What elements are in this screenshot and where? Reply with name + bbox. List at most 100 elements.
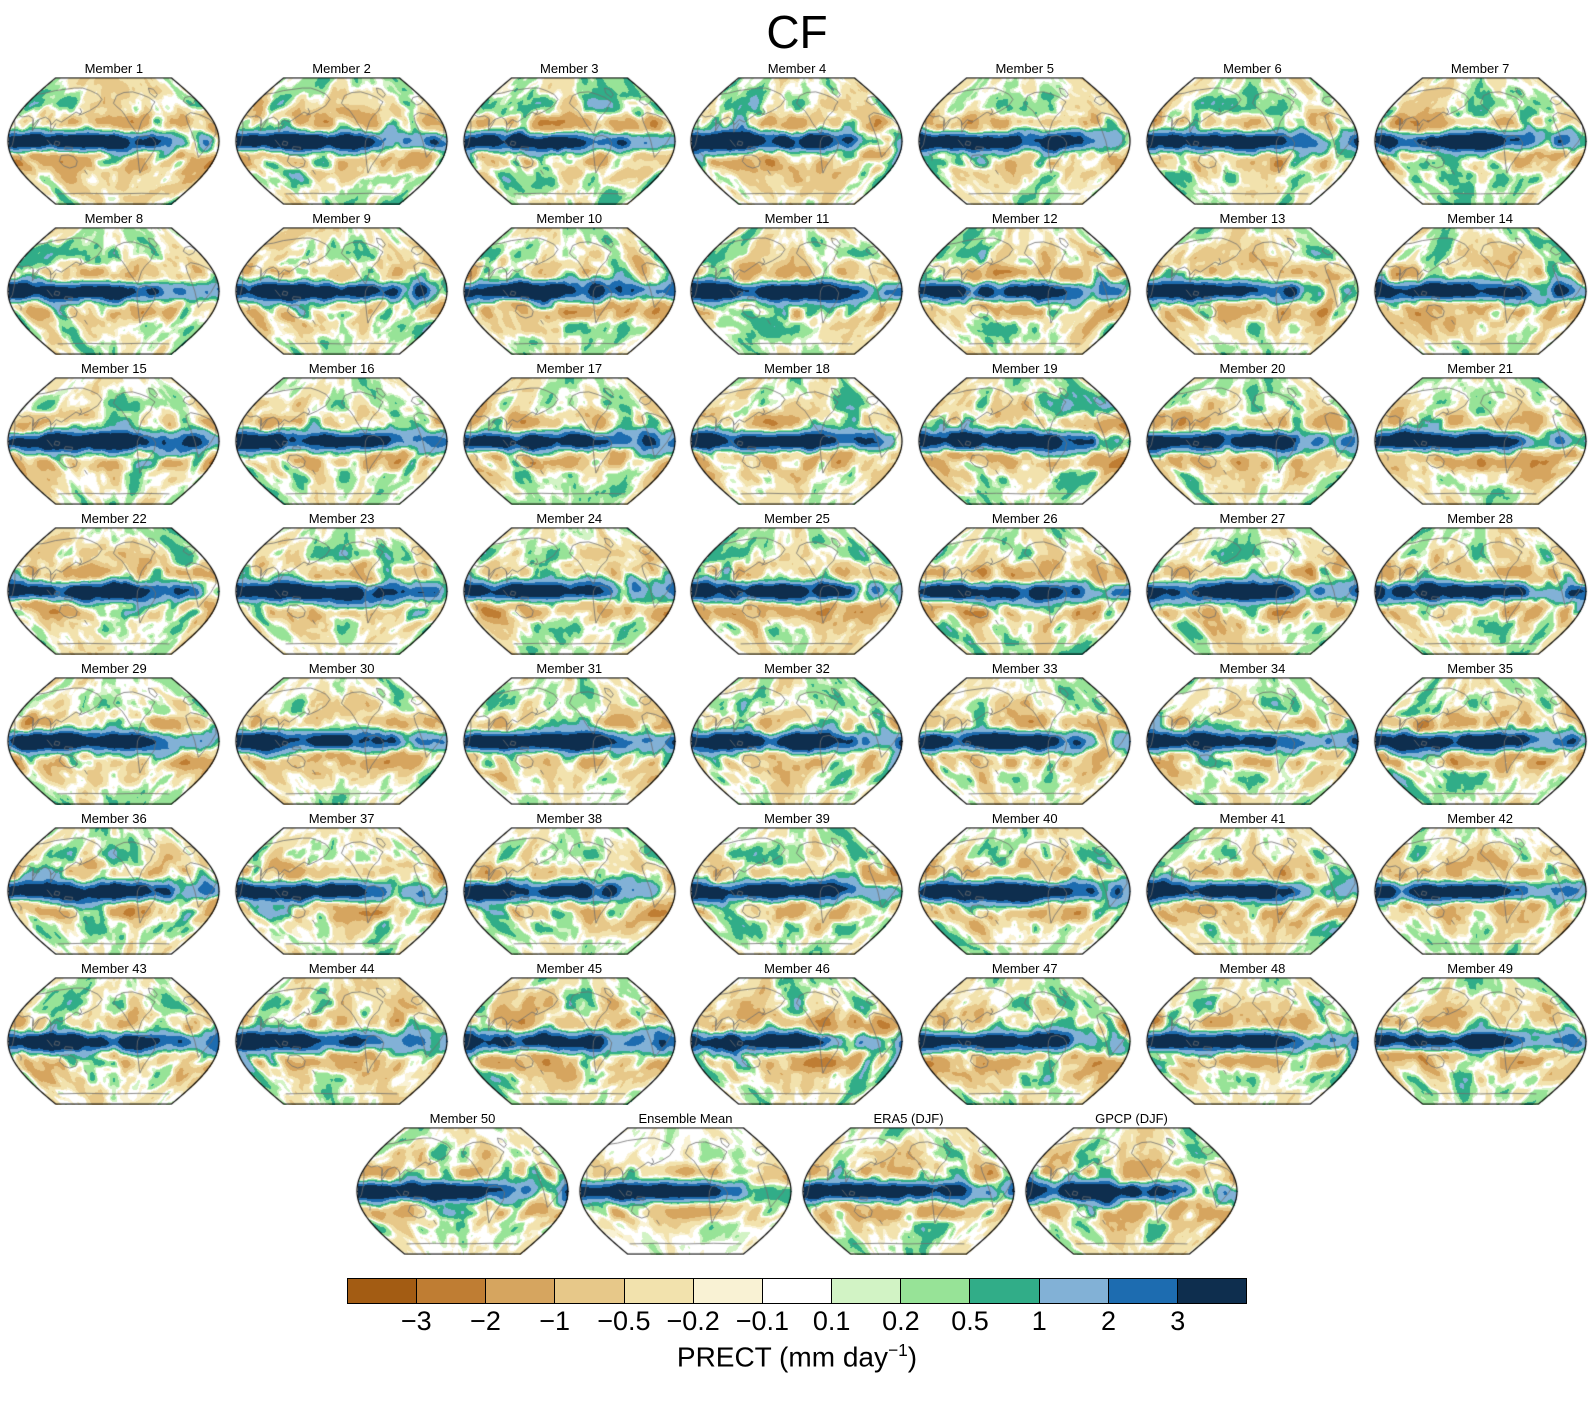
- map-canvas: [1372, 227, 1588, 355]
- map-canvas: [355, 1127, 570, 1255]
- panel-label: Member 48: [1219, 961, 1286, 976]
- colorbar-segment: [416, 1279, 486, 1303]
- map-canvas: [234, 227, 450, 355]
- panel-label: Member 50: [429, 1111, 496, 1126]
- map-panel: Member 3: [455, 60, 683, 210]
- colorbar-tick: 1: [1031, 1306, 1047, 1336]
- map-canvas: [1372, 377, 1588, 505]
- map-panel: Member 23: [228, 510, 456, 660]
- bottom-row: Member 50 Ensemble Mean ERA5 (DJF) GPCP (DJ…: [0, 1110, 1594, 1260]
- panel-label: Member 45: [536, 961, 603, 976]
- colorbar-tick: −1: [539, 1306, 571, 1336]
- map-canvas: [917, 77, 1133, 205]
- map-canvas: [1144, 527, 1360, 655]
- panel-label: Member 19: [991, 361, 1058, 376]
- map-panel: Member 40: [911, 810, 1139, 960]
- map-canvas: [917, 977, 1133, 1105]
- colorbar-segment: [969, 1279, 1039, 1303]
- map-canvas: [917, 527, 1133, 655]
- map-panel: Member 48: [1139, 960, 1367, 1110]
- map-canvas: [234, 527, 450, 655]
- panel-label: Member 7: [1450, 61, 1510, 76]
- colorbar-segment: [1107, 1279, 1177, 1303]
- panel-label: Member 16: [308, 361, 375, 376]
- map-panel: Member 47: [911, 960, 1139, 1110]
- map-panel: Member 21: [1366, 360, 1594, 510]
- map-canvas: [461, 827, 677, 955]
- map-panel: Member 28: [1366, 510, 1594, 660]
- colorbar-tick: 3: [1170, 1306, 1186, 1336]
- map-panel: Member 19: [911, 360, 1139, 510]
- panel-label: Member 37: [308, 811, 375, 826]
- colorbar-tick: −0.2: [666, 1306, 720, 1336]
- colorbar-bar: [347, 1278, 1247, 1304]
- panel-label: Member 43: [80, 961, 147, 976]
- colorbar-tick: 0.1: [812, 1306, 851, 1336]
- panel-label: Member 29: [80, 661, 147, 676]
- map-canvas: [1144, 77, 1360, 205]
- map-canvas: [578, 1127, 793, 1255]
- panel-label: Member 5: [995, 61, 1054, 76]
- panel-label: Member 33: [991, 661, 1058, 676]
- colorbar-tick: −0.5: [597, 1306, 651, 1336]
- map-panel: Member 14: [1366, 210, 1594, 360]
- map-panel: Member 45: [455, 960, 683, 1110]
- map-canvas: [1144, 227, 1360, 355]
- map-canvas: [689, 977, 905, 1105]
- map-canvas: [917, 227, 1133, 355]
- panel-label: Member 41: [1219, 811, 1286, 826]
- map-canvas: [234, 977, 450, 1105]
- map-canvas: [689, 677, 905, 805]
- map-panel: Member 50: [355, 1110, 570, 1260]
- map-canvas: [1372, 827, 1588, 955]
- map-panel: Member 41: [1139, 810, 1367, 960]
- map-panel: Member 42: [1366, 810, 1594, 960]
- panel-label: Member 17: [536, 361, 603, 376]
- panel-label: Member 49: [1447, 961, 1513, 976]
- map-panel: Member 30: [228, 660, 456, 810]
- map-panel: Member 37: [228, 810, 456, 960]
- map-canvas: [1372, 527, 1588, 655]
- panel-label: Member 27: [1219, 511, 1286, 526]
- colorbar-segment: [831, 1279, 901, 1303]
- panel-label: Member 3: [540, 61, 599, 76]
- panel-label: Member 46: [764, 961, 830, 976]
- colorbar: −3 −2 −1 −0.5 −0.2 −0.1 0.1 0.2 0.5 1 2 3 PRECT (mm…: [347, 1278, 1247, 1373]
- panel-label: Member 4: [767, 61, 827, 76]
- map-panel: Member 26: [911, 510, 1139, 660]
- map-canvas: [917, 377, 1133, 505]
- map-panel: Member 25: [683, 510, 911, 660]
- panel-label: Member 42: [1447, 811, 1513, 826]
- map-panel: Member 8: [0, 210, 228, 360]
- panel-label: Member 14: [1447, 211, 1513, 226]
- colorbar-segment: [623, 1279, 693, 1303]
- panel-label: Member 26: [991, 511, 1058, 526]
- colorbar-segment: [348, 1279, 417, 1303]
- map-panel: GPCP (DJF): [1024, 1110, 1239, 1260]
- panel-label: Member 10: [536, 211, 603, 226]
- panel-label: ERA5 (DJF): [873, 1111, 944, 1126]
- map-panel: Member 35: [1366, 660, 1594, 810]
- panel-label: Member 9: [312, 211, 371, 226]
- panel-label: Member 34: [1219, 661, 1286, 676]
- map-canvas: [1144, 677, 1360, 805]
- panel-label: Member 8: [84, 211, 144, 226]
- map-panel: Member 20: [1139, 360, 1367, 510]
- map-panel: Member 16: [228, 360, 456, 510]
- map-panel: Member 49: [1366, 960, 1594, 1110]
- panel-label: Member 44: [308, 961, 375, 976]
- map-canvas: [6, 677, 222, 805]
- panel-label: GPCP (DJF): [1095, 1111, 1168, 1126]
- map-canvas: [461, 677, 677, 805]
- panel-label: Member 21: [1447, 361, 1513, 376]
- panel-label: Member 28: [1447, 511, 1513, 526]
- map-canvas: [1372, 977, 1588, 1105]
- panel-label: Member 22: [80, 511, 147, 526]
- map-panel: Member 10: [455, 210, 683, 360]
- map-canvas: [6, 227, 222, 355]
- map-canvas: [801, 1127, 1016, 1255]
- panel-label: Member 38: [536, 811, 603, 826]
- map-panel: Ensemble Mean: [578, 1110, 793, 1260]
- map-canvas: [1024, 1127, 1239, 1255]
- colorbar-tick: 0.2: [882, 1306, 920, 1336]
